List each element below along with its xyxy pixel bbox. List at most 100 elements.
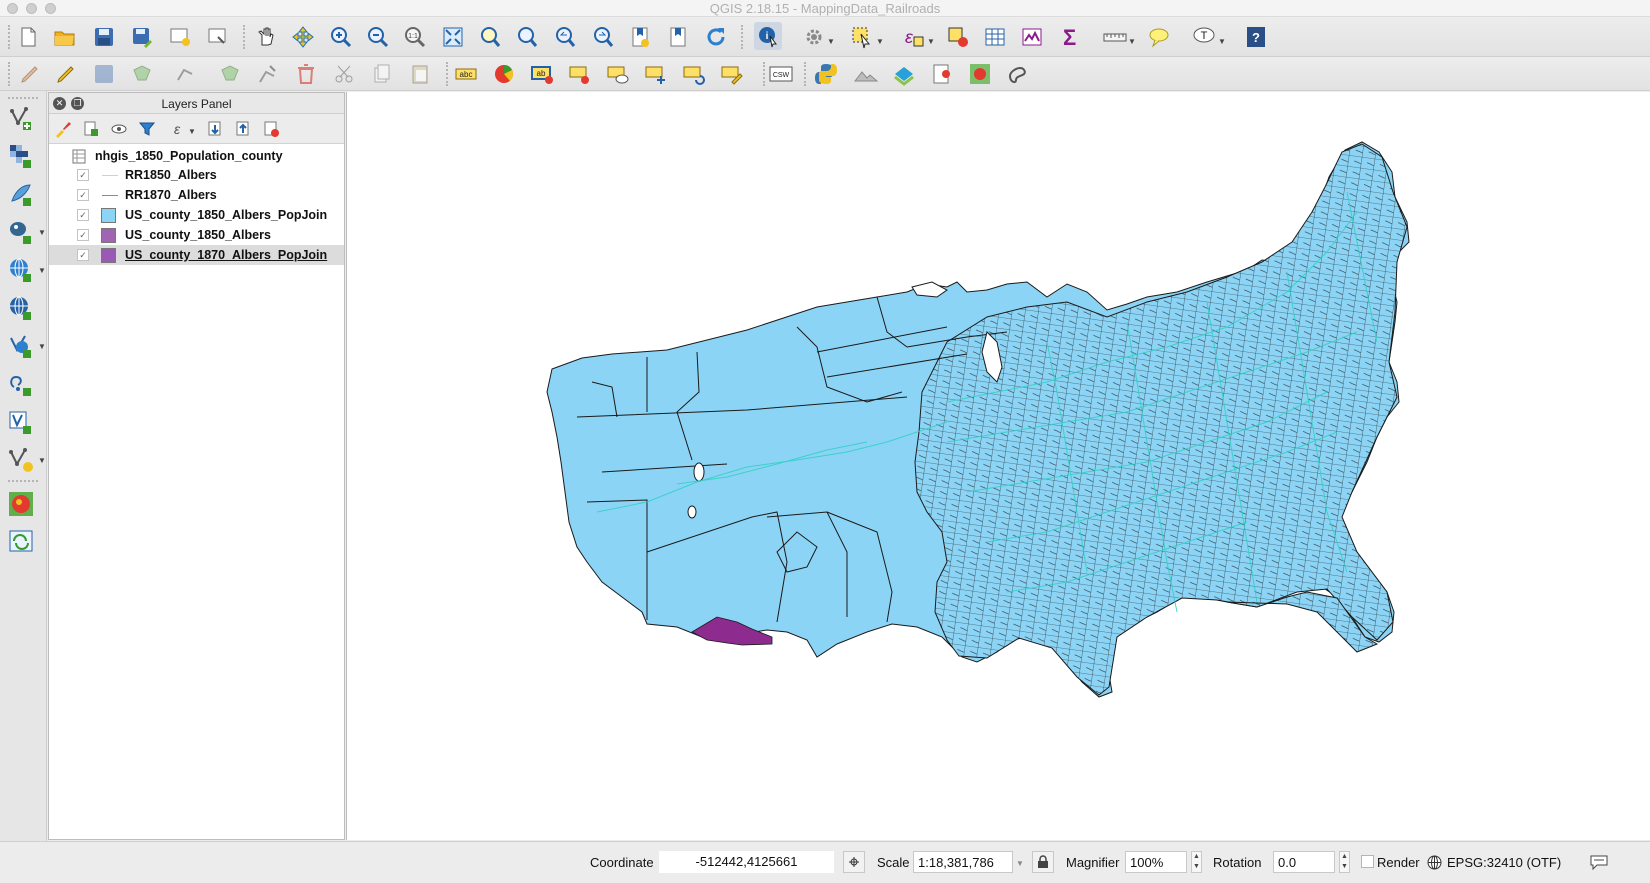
zoom-out-icon[interactable] (364, 23, 392, 51)
filter-by-expression-icon[interactable]: ε (170, 119, 190, 139)
current-edits-icon[interactable] (16, 60, 44, 88)
terrain-icon[interactable] (852, 60, 880, 88)
layer-item-county-1850-popjoin[interactable]: ✓ US_county_1850_Albers_PopJoin (49, 205, 344, 225)
attribute-table-icon[interactable] (981, 23, 1009, 51)
zoom-actual-icon[interactable]: 1:1 (401, 23, 429, 51)
layer-visibility-checkbox[interactable]: ✓ (77, 229, 89, 241)
layer-item-rr1850[interactable]: ✓ RR1850_Albers (49, 165, 344, 185)
add-delimited-text-layer-icon[interactable] (6, 369, 36, 399)
toolbar-grip[interactable] (8, 25, 12, 49)
magnifier-field[interactable]: 100% (1125, 851, 1187, 873)
show-hide-labels-icon[interactable] (604, 60, 632, 88)
node-tool-icon[interactable] (172, 60, 200, 88)
collapse-all-icon[interactable] (233, 119, 253, 139)
text-annotation-icon[interactable]: T (1190, 23, 1218, 51)
lock-scale-icon[interactable] (1032, 851, 1054, 873)
identify-icon[interactable]: i (754, 22, 782, 50)
chevron-down-icon[interactable]: ▼ (1016, 859, 1024, 868)
deselect-icon[interactable] (944, 23, 972, 51)
layer-labeling-icon[interactable]: abc (452, 60, 480, 88)
layer-diagram-icon[interactable] (490, 60, 518, 88)
add-feature-icon[interactable] (128, 60, 156, 88)
layer-visibility-checkbox[interactable]: ✓ (77, 169, 89, 181)
move-label-icon[interactable] (642, 60, 670, 88)
run-feature-action-icon[interactable] (800, 23, 828, 51)
add-wfs-layer-icon[interactable] (6, 331, 36, 361)
pin-labels-icon[interactable] (566, 60, 594, 88)
map-canvas[interactable] (346, 92, 1650, 840)
add-vector-layer-icon[interactable] (6, 103, 36, 133)
new-shapefile-layer-icon[interactable] (6, 445, 36, 475)
expand-all-icon[interactable] (205, 119, 225, 139)
rotation-stepper[interactable]: ▲ ▼ (1339, 851, 1350, 873)
new-print-composer-icon[interactable] (166, 23, 194, 51)
zoom-last-icon[interactable] (551, 23, 579, 51)
cut-features-icon[interactable] (330, 60, 358, 88)
toggle-extents-icon[interactable] (843, 851, 865, 873)
remove-layer-icon[interactable] (261, 119, 281, 139)
add-wcs-layer-icon[interactable] (6, 293, 36, 323)
open-layer-styling-icon[interactable] (53, 119, 73, 139)
copy-features-icon[interactable] (368, 60, 396, 88)
scale-field[interactable]: 1:18,381,786 (913, 851, 1013, 873)
toggle-editing-icon[interactable] (52, 60, 80, 88)
toolbar-grip[interactable] (8, 480, 38, 482)
zoom-to-layer-icon[interactable] (513, 23, 541, 51)
chevron-down-icon[interactable]: ▼ (38, 456, 46, 465)
close-window-button[interactable] (7, 3, 18, 14)
layer-item-county-1850[interactable]: ✓ US_county_1850_Albers (49, 225, 344, 245)
gps-tools-icon[interactable] (1004, 60, 1032, 88)
new-project-icon[interactable] (14, 23, 42, 51)
zoom-window-button[interactable] (45, 3, 56, 14)
measure-icon[interactable] (1101, 23, 1129, 51)
refresh-icon[interactable] (702, 23, 730, 51)
manage-map-themes-icon[interactable] (109, 119, 129, 139)
add-virtual-layer-icon[interactable] (6, 407, 36, 437)
crs-globe-icon[interactable] (1427, 855, 1442, 870)
python-console-icon[interactable] (812, 60, 840, 88)
messages-icon[interactable] (1584, 851, 1614, 873)
paste-features-icon[interactable] (406, 60, 434, 88)
add-postgis-layer-icon[interactable] (6, 217, 36, 247)
add-group-icon[interactable] (81, 119, 101, 139)
rotation-field[interactable]: 0.0 (1273, 851, 1335, 873)
map-tips-icon[interactable] (1145, 23, 1173, 51)
node-edit-icon[interactable] (254, 60, 282, 88)
refresh-layer-icon[interactable] (6, 527, 36, 557)
chevron-down-icon[interactable]: ▼ (827, 37, 835, 46)
float-panel-icon[interactable]: ❐ (71, 97, 84, 110)
toolbar-grip[interactable] (804, 62, 808, 86)
highlight-pinned-labels-icon[interactable]: ab (528, 60, 556, 88)
zoom-next-icon[interactable] (589, 23, 617, 51)
csw-icon[interactable]: CSW (767, 60, 795, 88)
close-panel-icon[interactable]: ✕ (53, 97, 66, 110)
move-feature-icon[interactable] (216, 60, 244, 88)
layer-item-rr1870[interactable]: ✓ RR1870_Albers (49, 185, 344, 205)
layer-item-county-1870-popjoin[interactable]: ✓ US_county_1870_Albers_PopJoin (49, 245, 344, 265)
magnifier-stepper[interactable]: ▲ ▼ (1191, 851, 1202, 873)
zoom-in-icon[interactable] (327, 23, 355, 51)
qgis-cloud-icon[interactable] (890, 60, 918, 88)
layer-visibility-checkbox[interactable]: ✓ (77, 209, 89, 221)
help-icon[interactable]: ? (1242, 23, 1270, 51)
save-project-icon[interactable] (90, 23, 118, 51)
heatmap-plugin-icon[interactable] (966, 60, 994, 88)
render-checkbox[interactable] (1361, 855, 1374, 868)
chevron-down-icon[interactable]: ▼ (38, 228, 46, 237)
layer-visibility-checkbox[interactable]: ✓ (77, 249, 89, 261)
zoom-full-icon[interactable] (439, 23, 467, 51)
rotate-label-icon[interactable] (680, 60, 708, 88)
statistics-icon[interactable]: Σ (1057, 23, 1085, 51)
chevron-down-icon[interactable]: ▼ (1218, 37, 1226, 46)
minimize-window-button[interactable] (26, 3, 37, 14)
add-spatialite-layer-icon[interactable] (6, 179, 36, 209)
toolbar-grip[interactable] (763, 62, 767, 86)
add-wms-layer-icon[interactable] (6, 255, 36, 285)
chevron-down-icon[interactable]: ▼ (38, 342, 46, 351)
layer-visibility-checkbox[interactable]: ✓ (77, 189, 89, 201)
field-calculator-icon[interactable] (1018, 23, 1046, 51)
filter-legend-icon[interactable] (137, 119, 157, 139)
change-label-icon[interactable] (718, 60, 746, 88)
georeferencer-icon[interactable] (928, 60, 956, 88)
delete-selected-icon[interactable] (292, 60, 320, 88)
